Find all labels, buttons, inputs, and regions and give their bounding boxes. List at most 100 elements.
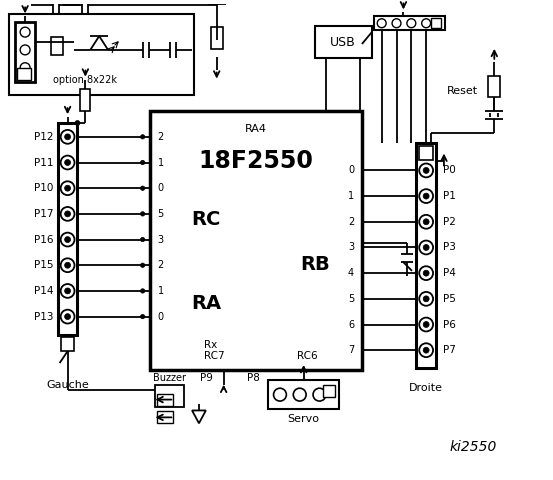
Bar [416,143,436,368]
Text: RA: RA [191,294,221,313]
Circle shape [140,314,145,319]
Circle shape [419,292,433,306]
Bar [315,26,372,58]
Text: ki2550: ki2550 [450,440,497,454]
Text: option 8x22k: option 8x22k [53,74,117,84]
Bar [149,111,362,370]
Bar [324,385,335,396]
Bar [15,22,35,82]
Text: 1: 1 [158,286,164,296]
Circle shape [65,134,71,140]
Circle shape [419,189,433,203]
Bar [154,385,184,407]
Bar [268,380,339,409]
Text: P7: P7 [443,345,456,355]
Text: P1: P1 [443,191,456,201]
Bar [9,14,194,96]
Circle shape [419,215,433,228]
Text: Reset: Reset [447,86,478,96]
Text: 7: 7 [348,345,354,355]
Bar [158,411,173,423]
Text: RC6: RC6 [297,351,317,361]
Circle shape [423,347,429,353]
Text: 18F2550: 18F2550 [199,148,313,172]
Text: 2: 2 [348,217,354,227]
Circle shape [20,63,30,72]
Text: 1: 1 [348,191,354,201]
Circle shape [61,310,75,324]
Circle shape [419,318,433,331]
Circle shape [419,266,433,280]
Text: P17: P17 [34,209,54,219]
Text: P13: P13 [34,312,54,322]
Text: Buzzer: Buzzer [153,373,186,383]
Circle shape [20,27,30,37]
Bar [488,75,500,97]
Circle shape [422,19,431,28]
Text: 6: 6 [348,320,354,329]
Circle shape [423,322,429,327]
Circle shape [140,160,145,165]
Text: USB: USB [330,36,356,48]
Circle shape [140,238,145,242]
Circle shape [61,181,75,195]
Circle shape [423,219,429,225]
Circle shape [65,211,71,217]
Text: P6: P6 [443,320,456,329]
Circle shape [75,120,80,125]
Circle shape [423,244,429,251]
Circle shape [423,193,429,199]
Circle shape [140,135,145,139]
Bar [61,337,75,351]
Text: 0: 0 [158,312,164,322]
Circle shape [61,207,75,221]
Text: 1: 1 [158,157,164,168]
Circle shape [423,296,429,302]
Text: RC: RC [191,210,221,229]
Text: 5: 5 [158,209,164,219]
Circle shape [65,159,71,166]
Text: 2: 2 [158,260,164,270]
Text: P2: P2 [443,217,456,227]
Circle shape [419,164,433,177]
Bar [17,68,31,80]
Circle shape [140,289,145,293]
Text: Gauche: Gauche [46,380,89,390]
Text: P14: P14 [34,286,54,296]
Text: Droite: Droite [409,383,443,393]
Circle shape [423,270,429,276]
Text: P15: P15 [34,260,54,270]
Text: 5: 5 [348,294,354,304]
Circle shape [61,130,75,144]
Text: 3: 3 [158,235,164,245]
Text: 0: 0 [158,183,164,193]
Text: P11: P11 [34,157,54,168]
Circle shape [293,388,306,401]
Circle shape [20,45,30,55]
Text: P5: P5 [443,294,456,304]
Circle shape [140,263,145,267]
Circle shape [419,343,433,357]
Bar [431,18,441,28]
Text: 4: 4 [348,268,354,278]
Bar [419,146,433,159]
Text: Servo: Servo [288,414,320,424]
Circle shape [65,237,71,242]
Bar [58,123,77,336]
Circle shape [65,288,71,294]
Circle shape [61,156,75,169]
Text: P8: P8 [247,373,260,383]
Text: RA4: RA4 [245,124,267,134]
Text: 0: 0 [348,166,354,175]
Text: P3: P3 [443,242,456,252]
Circle shape [423,168,429,173]
Circle shape [65,313,71,320]
Circle shape [61,258,75,272]
Circle shape [419,240,433,254]
Text: RB: RB [301,255,330,274]
Circle shape [140,212,145,216]
Circle shape [61,284,75,298]
Bar [158,394,173,406]
Bar [374,16,445,30]
Bar [211,27,223,49]
